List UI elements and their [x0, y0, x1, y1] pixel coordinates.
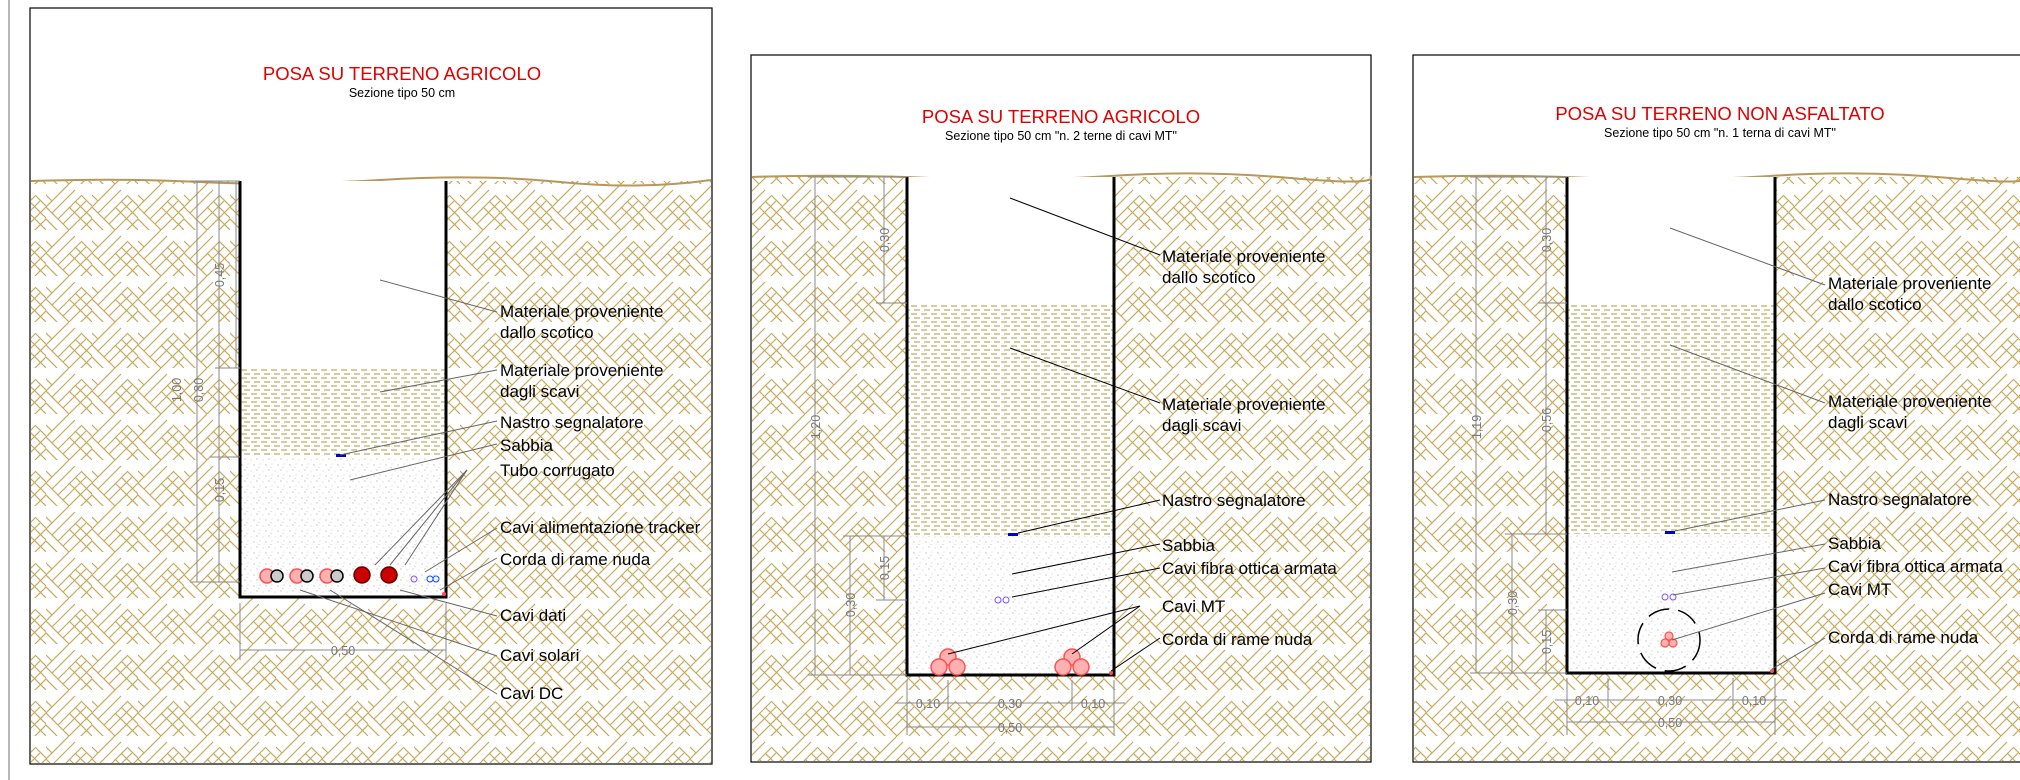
leader-lines — [947, 197, 1161, 672]
panel-title: POSA SU TERRENO AGRICOLO — [922, 106, 1200, 127]
mv-conduit — [1637, 608, 1701, 672]
mv-cable-group — [930, 648, 1090, 676]
panel-title: POSA SU TERRENO NON ASFALTATO — [1555, 103, 1884, 124]
excavated-material-layer — [1567, 303, 1775, 534]
trench-walls — [238, 181, 448, 599]
label-excavated-2: dagli scavi — [500, 382, 579, 401]
copper-rope — [442, 592, 446, 596]
warning-tape — [1665, 531, 1675, 534]
leader-lines — [1669, 227, 1826, 670]
corrugated-tube — [380, 566, 398, 584]
label-warning-tape: Nastro segnalatore — [1828, 490, 1972, 509]
trench-walls — [1565, 177, 1777, 675]
dimension-depth: 0,80 — [192, 378, 206, 402]
label-dc-cables: Cavi DC — [500, 684, 563, 703]
label-sand: Sabbia — [1162, 536, 1215, 555]
dimension-lines — [1470, 176, 1787, 735]
label-tracker-cables: Cavi alimentazione tracker — [500, 518, 701, 537]
label-topsoil-2: dallo scotico — [1162, 268, 1256, 287]
label-mv-cables: Cavi MT — [1828, 580, 1891, 599]
cable — [300, 569, 314, 583]
ground-line — [751, 172, 1372, 183]
panel-title: POSA SU TERRENO AGRICOLO — [263, 63, 541, 84]
label-sand: Sabbia — [500, 436, 553, 455]
dimension-topsoil: 0,30 — [1540, 228, 1554, 252]
dimension-spacing: 0,30 — [998, 697, 1022, 711]
fiber-cables — [1661, 593, 1677, 601]
ground-line — [30, 176, 712, 187]
panel-subtitle: Sezione tipo 50 cm — [349, 86, 455, 100]
panel-3: POSA SU TERRENO NON ASFALTATO Sezione ti… — [1412, 54, 2020, 763]
data-cable — [432, 575, 440, 583]
label-fiber-cables: Cavi fibra ottica armata — [1162, 559, 1337, 578]
dimension-sand: 0,30 — [1506, 591, 1520, 615]
label-topsoil-1: Materiale proveniente — [1828, 274, 1991, 293]
label-excavated-1: Materiale proveniente — [1828, 392, 1991, 411]
label-excavated-1: Materiale proveniente — [500, 361, 663, 380]
dimension-width: 0,50 — [1658, 716, 1682, 730]
dimension-offset-left: 0,10 — [1575, 694, 1599, 708]
trench-walls — [905, 177, 1116, 677]
sand-layer — [1567, 534, 1775, 673]
data-cable — [410, 575, 418, 583]
label-excavated-1: Materiale proveniente — [1162, 395, 1325, 414]
label-excavated-2: dagli scavi — [1162, 416, 1241, 435]
label-solar-cables: Cavi solari — [500, 646, 579, 665]
leader-lines — [299, 279, 498, 695]
label-fiber-cables: Cavi fibra ottica armata — [1828, 557, 2003, 576]
warning-tape — [336, 454, 346, 457]
cable — [330, 569, 344, 583]
label-copper-rope: Corda di rame nuda — [500, 550, 651, 569]
panel-subtitle: Sezione tipo 50 cm "n. 2 terne di cavi M… — [945, 129, 1177, 143]
dimension-topsoil: 0,30 — [878, 228, 892, 252]
panel-2: POSA SU TERRENO AGRICOLO Sezione tipo 50… — [750, 54, 1372, 763]
label-data-cables: Cavi dati — [500, 606, 566, 625]
dimension-bedding: 0,15 — [1540, 630, 1554, 654]
dimension-offset-right: 0,10 — [1742, 694, 1766, 708]
label-copper-rope: Corda di rame nuda — [1828, 628, 1979, 647]
dimension-total-depth: 1,20 — [809, 415, 823, 439]
label-warning-tape: Nastro segnalatore — [1162, 491, 1306, 510]
dimension-total-depth: 1,19 — [1470, 415, 1484, 439]
dimension-total-depth: 1,00 — [170, 378, 184, 402]
panel-1: POSA SU TERRENO AGRICOLO Sezione tipo 50… — [29, 7, 713, 765]
label-topsoil-1: Materiale proveniente — [500, 302, 663, 321]
label-excavated-2: dagli scavi — [1828, 413, 1907, 432]
label-copper-rope: Corda di rame nuda — [1162, 630, 1313, 649]
mv-cable-trefoil — [1660, 631, 1678, 648]
dimension-excavated: 0,56 — [1540, 408, 1554, 432]
dimension-topsoil: 0,45 — [213, 263, 227, 287]
cable-row — [259, 566, 446, 596]
dimension-sand: 0,30 — [844, 593, 858, 617]
dimension-offset-left: 0,10 — [916, 697, 940, 711]
label-mv-cables: Cavi MT — [1162, 597, 1225, 616]
dimension-spacing: 0,30 — [1658, 694, 1682, 708]
ground-line — [1413, 172, 2020, 183]
cable — [270, 569, 284, 583]
dimension-tape-depth: 0,15 — [878, 556, 892, 580]
dimension-lines — [190, 180, 447, 660]
dimension-width: 0,50 — [998, 721, 1022, 735]
dimension-offset-right: 0,10 — [1081, 697, 1105, 711]
panel-subtitle: Sezione tipo 50 cm "n. 1 terna di cavi M… — [1604, 126, 1836, 140]
dimension-width: 0,50 — [331, 644, 355, 658]
fiber-cables — [994, 596, 1010, 604]
label-topsoil-1: Materiale proveniente — [1162, 247, 1325, 266]
warning-tape — [1008, 533, 1018, 536]
sand-layer — [907, 536, 1114, 675]
dimension-lines — [808, 176, 1125, 735]
copper-rope — [1109, 671, 1113, 675]
label-warning-tape: Nastro segnalatore — [500, 413, 644, 432]
label-corrugated-tube: Tubo corrugato — [500, 461, 615, 480]
label-topsoil-2: dallo scotico — [1828, 295, 1922, 314]
excavated-material-layer — [240, 368, 446, 457]
label-sand: Sabbia — [1828, 534, 1881, 553]
dimension-sand: 0,15 — [213, 478, 227, 502]
corrugated-tube — [353, 566, 371, 584]
copper-rope — [1770, 669, 1774, 673]
label-topsoil-2: dallo scotico — [500, 323, 594, 342]
excavated-material-layer — [907, 303, 1114, 536]
